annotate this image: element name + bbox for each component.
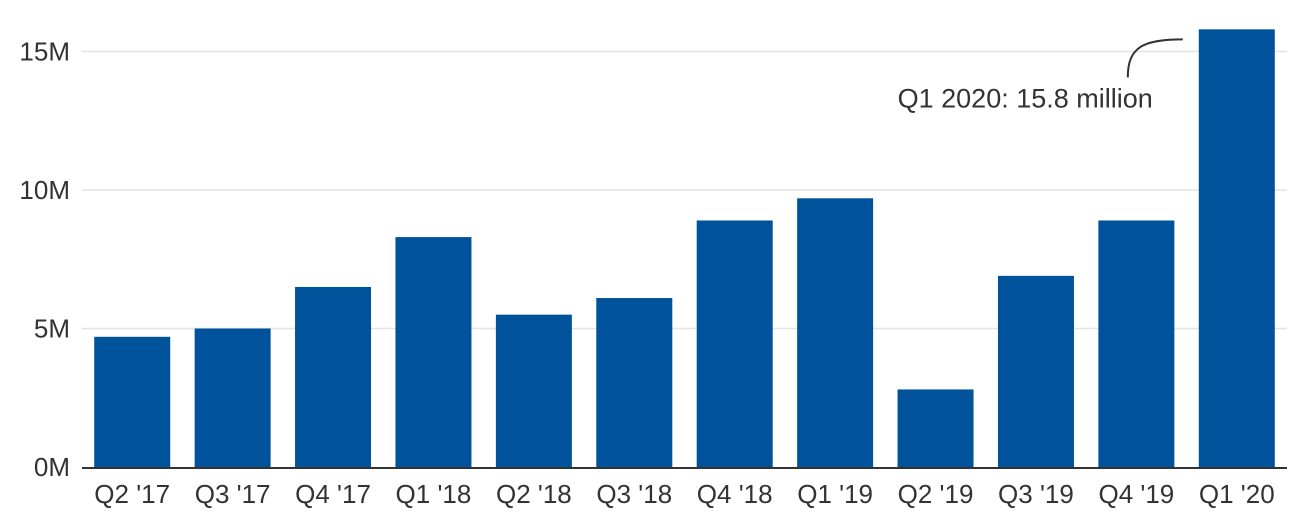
annotation-leader-line (1126, 38, 1183, 78)
y-axis-tick-labels: 0M 5M 10M 15M (19, 37, 70, 483)
bar (897, 389, 974, 467)
y-tick-label: 15M (19, 37, 70, 67)
bar (94, 336, 171, 467)
annotation-label: Q1 2020: 15.8 million (898, 83, 1153, 113)
x-tick-label: Q3 '18 (596, 479, 672, 509)
x-tick-label: Q2 '17 (94, 479, 170, 509)
x-tick-label: Q3 '19 (998, 479, 1074, 509)
bar (1098, 220, 1175, 467)
bar (997, 275, 1074, 467)
bar (495, 314, 572, 467)
x-tick-label: Q1 '19 (797, 479, 873, 509)
y-tick-label: 0M (34, 452, 70, 482)
x-tick-label: Q2 '19 (898, 479, 974, 509)
bar (797, 198, 874, 467)
x-axis-tick-labels: Q2 '17 Q3 '17 Q4 '17 Q1 '18 Q2 '18 Q3 '18 Q4 '… (94, 479, 1274, 509)
bar (194, 328, 271, 467)
x-tick-label: Q4 '19 (1098, 479, 1174, 509)
x-tick-label: Q3 '17 (195, 479, 271, 509)
x-tick-label: Q2 '18 (496, 479, 572, 509)
bar (1198, 29, 1275, 468)
annotation: Q1 2020: 15.8 million (898, 38, 1183, 113)
bar (696, 220, 773, 467)
y-tick-label: 10M (19, 175, 70, 205)
y-tick-label: 5M (34, 314, 70, 344)
x-tick-label: Q1 '20 (1199, 479, 1275, 509)
bar (395, 237, 472, 467)
x-tick-label: Q4 '17 (295, 479, 371, 509)
bar (295, 286, 372, 467)
bar (596, 298, 673, 467)
x-tick-label: Q4 '18 (697, 479, 773, 509)
bars (94, 29, 1275, 468)
x-tick-label: Q1 '18 (396, 479, 472, 509)
gridlines (82, 50, 1287, 330)
